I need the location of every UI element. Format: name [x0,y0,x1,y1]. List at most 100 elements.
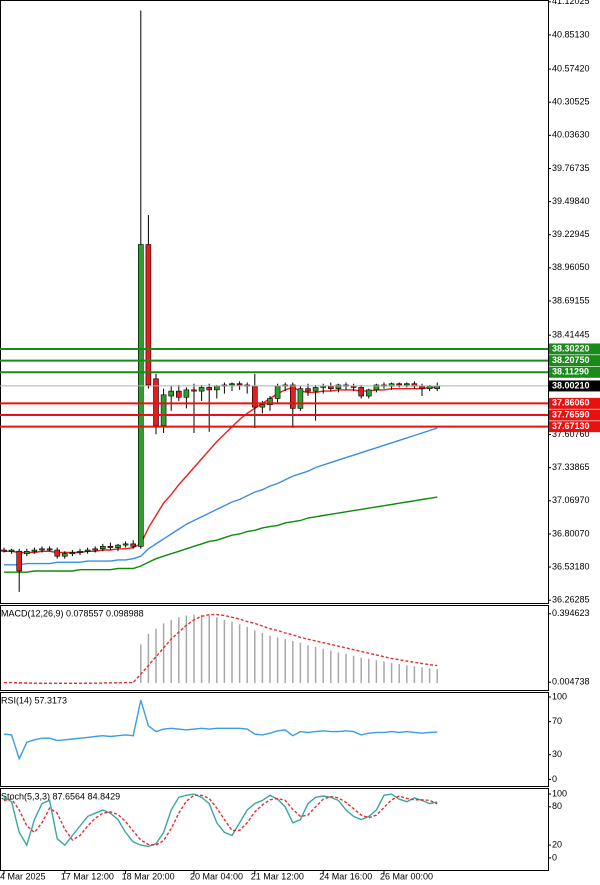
candle-body [176,390,182,398]
macd-bar [56,682,58,684]
macd-bar [314,647,317,683]
macd-bar [330,650,332,683]
y-tick-label: 0.004738 [552,677,590,687]
candle-body [92,548,98,551]
macd-bar [368,658,370,683]
indicator-title: MACD(12,26,9) 0.078557 0.098988 [1,608,144,618]
moving-average [4,386,438,554]
y-tick-label: 40.03630 [552,130,590,140]
candle-body [153,378,159,426]
y-tick-label: 38.69155 [552,295,590,305]
macd-bar [132,681,134,683]
candle-body [107,546,114,548]
macd-bar [41,682,43,684]
y-tick-label: 0 [552,852,557,862]
macd-bar [140,644,142,683]
macd-bar [299,642,302,683]
macd-bar [162,623,165,683]
y-tick-label: 70 [552,716,562,726]
candle-body [138,244,144,547]
candle-body [236,383,243,386]
price-level-label: 37.76590 [552,409,590,419]
x-tick-label: 4 Mar 2025 [0,871,46,881]
candle-body [214,385,220,391]
indicator-title: Stoch(5,3,3) 87.6564 84.8429 [1,791,120,801]
macd-bar [200,614,203,683]
y-tick-label: 100 [552,691,567,701]
oscillator-line [3,793,438,848]
y-tick-label: 100 [552,788,567,798]
y-tick-label: 0 [552,774,557,784]
price-level-box [549,355,600,367]
candle-body [122,543,129,546]
candle-body [305,388,311,392]
candle-body [312,387,319,392]
oscillator-line [3,794,438,846]
oscillator-line [3,700,438,761]
candle-body [365,389,372,397]
candle-body [274,385,281,399]
candle-body [183,389,190,398]
macd-bar [398,664,400,683]
panel-frame [0,0,549,604]
x-tick-label: 20 Mar 04:00 [190,871,243,881]
candle-body [206,387,212,391]
macd-bar [216,617,218,683]
y-tick-label: 37.60760 [552,429,590,439]
price-level-label: 38.00210 [552,380,590,390]
price-level-label: 37.67130 [552,421,590,431]
candle-body [8,549,15,552]
y-tick-label: 38.41445 [552,330,590,340]
candle-body [54,549,61,557]
y-tick-label: 39.49840 [552,196,590,206]
candle-body [229,383,235,386]
price-level-box [549,366,600,378]
y-tick-label: 38.96050 [552,262,590,272]
candle-body [130,543,136,547]
macd-bar [223,619,226,683]
price-level-label: 38.11290 [552,367,589,377]
price-level-label: 37.86060 [552,398,590,408]
macd-bar [238,624,241,683]
macd-bar [383,661,385,683]
y-tick-label: 39.76735 [552,163,590,173]
candle-body [198,387,205,392]
candle-body [289,384,296,409]
macd-bar [345,654,347,683]
panel-frame [0,605,549,691]
candle-body [61,553,68,557]
y-tick-label: 0.394623 [552,608,590,618]
macd-bar [193,614,195,683]
macd-bar [178,617,180,683]
candle-body [267,398,273,405]
panel-frame [0,692,549,787]
y-tick-label: 37.33865 [552,462,590,472]
candle-body [1,549,7,552]
macd-bar [261,633,264,683]
candle-body [16,550,23,572]
moving-average [4,496,438,573]
candle-body [396,383,403,386]
macd-bar [428,668,431,683]
macd-bar [292,640,294,683]
x-tick-label: 24 Mar 16:00 [319,871,372,881]
candle-body [358,387,365,397]
candle-body [403,383,410,386]
candle-body [23,550,30,555]
macd-bar [254,630,256,683]
y-tick-label: 37.06970 [552,495,590,505]
candle-body [77,550,83,553]
price-level-box [549,409,600,421]
candle-body [39,548,45,551]
macd-bar [436,669,438,683]
y-tick-label: 30 [552,749,562,759]
price-level-label: 38.20750 [552,355,590,365]
price-level-box [549,397,600,409]
price-level-box [549,380,600,392]
macd-bar [390,662,393,683]
candle-body [259,404,266,408]
y-tick-label: 80 [552,801,562,811]
candle-body [31,549,38,552]
